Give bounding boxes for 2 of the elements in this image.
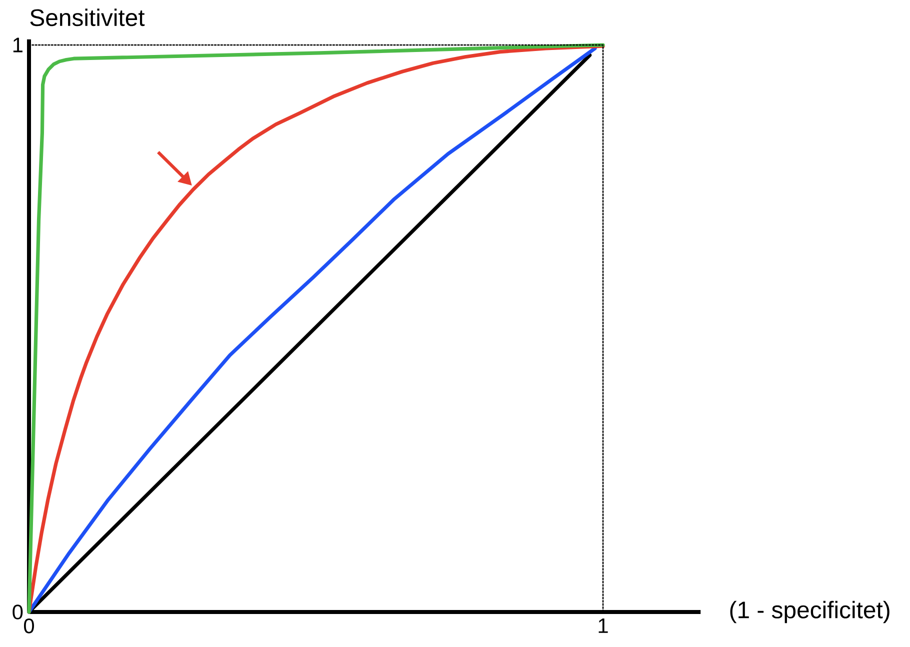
- y-axis-title: Sensitivitet: [30, 8, 145, 26]
- x-axis-title: (1 - specificitet): [730, 600, 890, 624]
